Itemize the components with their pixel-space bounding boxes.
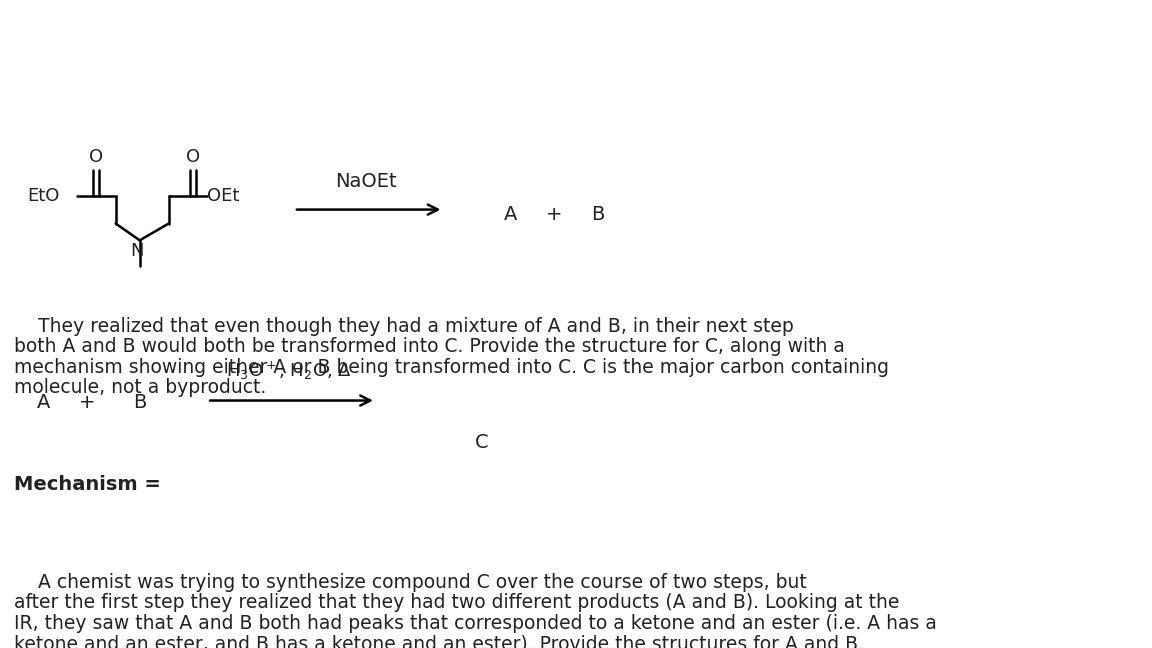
Text: B: B bbox=[134, 393, 146, 412]
Text: NaOEt: NaOEt bbox=[335, 172, 397, 191]
Text: IR, they saw that A and B both had peaks that corresponded to a ketone and an es: IR, they saw that A and B both had peaks… bbox=[15, 614, 938, 633]
Text: molecule, not a byproduct.: molecule, not a byproduct. bbox=[15, 378, 267, 397]
Text: EtO: EtO bbox=[26, 187, 60, 205]
Text: O: O bbox=[90, 148, 104, 167]
Text: Mechanism =: Mechanism = bbox=[15, 475, 161, 494]
Text: A: A bbox=[37, 393, 50, 412]
Text: ketone and an ester, and B has a ketone and an ester). Provide the structures fo: ketone and an ester, and B has a ketone … bbox=[15, 634, 864, 648]
Text: OEt: OEt bbox=[207, 187, 240, 205]
Text: H$_3$O$^+$, H$_2$O, $\Delta$: H$_3$O$^+$, H$_2$O, $\Delta$ bbox=[226, 360, 353, 382]
Text: mechanism showing either A or B being transformed into C. C is the major carbon : mechanism showing either A or B being tr… bbox=[15, 358, 889, 376]
Text: after the first step they realized that they had two different products (A and B: after the first step they realized that … bbox=[15, 594, 900, 612]
Text: They realized that even though they had a mixture of A and B, in their next step: They realized that even though they had … bbox=[15, 317, 794, 336]
Text: +: + bbox=[546, 205, 562, 224]
Text: B: B bbox=[591, 205, 605, 224]
Text: N: N bbox=[130, 242, 144, 260]
Text: O: O bbox=[185, 148, 199, 167]
Text: C: C bbox=[475, 433, 488, 452]
Text: +: + bbox=[78, 393, 94, 412]
Text: A chemist was trying to synthesize compound C over the course of two steps, but: A chemist was trying to synthesize compo… bbox=[15, 573, 808, 592]
Text: A: A bbox=[505, 205, 517, 224]
Text: both A and B would both be transformed into C. Provide the structure for C, alon: both A and B would both be transformed i… bbox=[15, 337, 846, 356]
